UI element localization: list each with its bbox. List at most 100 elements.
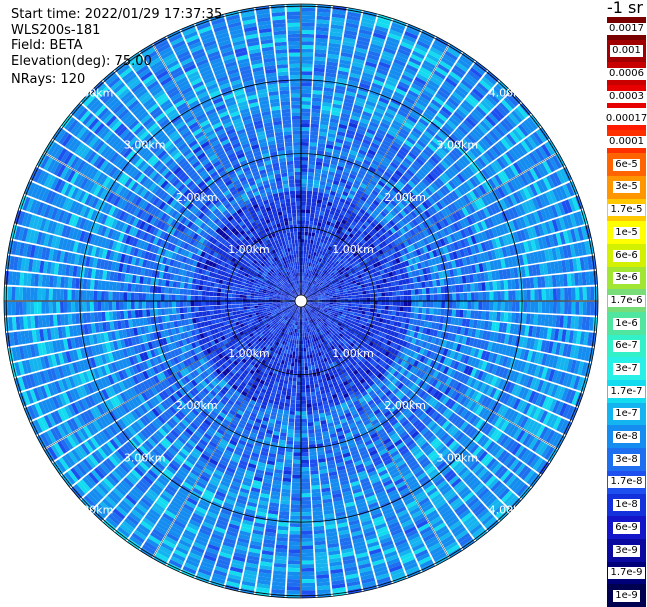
ppi-cell	[341, 448, 350, 455]
ppi-cell	[228, 308, 233, 313]
ppi-cell	[393, 349, 400, 356]
ppi-cell	[382, 338, 389, 345]
ppi-cell	[322, 341, 327, 347]
ppi-cell	[498, 355, 505, 366]
ppi-cell	[478, 407, 487, 418]
ppi-cell	[11, 301, 16, 316]
ppi-cell	[231, 301, 236, 305]
ppi-cell	[362, 307, 367, 312]
ppi-cell	[465, 517, 478, 529]
ppi-cell	[330, 326, 335, 330]
ppi-cell	[220, 288, 225, 293]
ppi-cell	[489, 460, 500, 472]
ppi-cell	[340, 445, 349, 451]
ppi-cell	[397, 403, 406, 411]
ppi-cell	[494, 416, 503, 428]
ppi-cell	[369, 347, 375, 353]
ppi-cell	[403, 397, 411, 406]
ppi-cell	[250, 295, 255, 299]
ppi-cell	[401, 419, 410, 428]
ppi-cell	[315, 352, 319, 358]
ppi-cell	[250, 290, 255, 294]
ppi-cell	[463, 410, 472, 421]
ppi-cell	[157, 293, 161, 301]
ppi-cell	[337, 370, 343, 376]
ppi-cell	[577, 346, 584, 360]
ppi-cell	[205, 306, 210, 311]
ppi-cell	[358, 426, 366, 433]
ppi-cell	[359, 378, 366, 385]
ppi-cell	[353, 324, 358, 329]
ppi-cell	[511, 443, 522, 456]
ppi-cell	[451, 523, 464, 534]
ppi-cell	[287, 579, 301, 584]
ppi-cell	[337, 344, 343, 349]
ppi-cell	[323, 309, 328, 313]
ppi-cell	[491, 321, 497, 332]
ppi-cell	[203, 280, 208, 286]
ppi-cell	[291, 358, 295, 363]
ppi-cell	[425, 465, 436, 475]
ppi-cell	[342, 345, 348, 350]
ppi-cell	[301, 426, 308, 431]
ppi-cell	[377, 401, 385, 409]
ppi-cell	[313, 312, 317, 316]
ppi-cell	[445, 324, 451, 332]
ppi-cell	[443, 357, 450, 366]
ppi-cell	[545, 429, 556, 444]
ppi-cell	[441, 301, 445, 309]
ppi-cell	[506, 424, 516, 436]
ppi-cell	[429, 388, 438, 397]
ppi-cell	[414, 469, 425, 478]
ppi-cell	[306, 302, 311, 303]
ppi-cell	[497, 467, 509, 480]
ppi-cell	[455, 483, 467, 494]
ppi-cell	[395, 400, 403, 408]
ppi-cell	[481, 514, 495, 526]
ppi-cell	[445, 410, 454, 420]
ppi-cell	[522, 402, 532, 415]
ppi-cell	[494, 343, 501, 354]
ppi-cell	[383, 344, 390, 351]
ppi-cell	[367, 470, 378, 478]
ppi-cell	[108, 301, 113, 311]
ppi-cell	[179, 307, 184, 314]
ppi-cell	[500, 452, 511, 464]
ppi-cell	[327, 309, 332, 313]
ppi-cell	[569, 344, 576, 358]
ppi-cell	[347, 303, 352, 307]
ppi-cell	[386, 413, 394, 421]
ppi-cell	[423, 383, 431, 392]
ppi-cell	[328, 371, 334, 377]
ppi-cell	[395, 311, 400, 317]
ppi-cell	[313, 338, 317, 343]
ppi-cell	[487, 477, 499, 490]
ppi-cell	[330, 331, 335, 336]
ppi-cell	[368, 380, 375, 387]
ppi-cell	[337, 315, 342, 319]
ppi-cell	[312, 318, 316, 322]
ppi-cell	[315, 337, 319, 342]
ppi-cell	[290, 519, 301, 524]
ppi-cell	[313, 417, 320, 422]
ppi-cell	[292, 377, 297, 382]
ppi-cell	[246, 298, 251, 301]
ppi-cell	[497, 449, 508, 462]
ppi-cell	[345, 366, 351, 372]
ppi-cell	[265, 297, 270, 300]
ppi-cell	[328, 308, 332, 311]
ppi-cell	[375, 411, 384, 419]
ppi-cell	[164, 301, 169, 308]
ppi-cell	[334, 385, 340, 391]
ppi-cell	[339, 326, 344, 331]
ppi-cell	[409, 358, 416, 366]
ppi-cell	[481, 361, 488, 371]
ppi-cell	[339, 357, 344, 363]
ppi-cell	[310, 319, 314, 323]
ppi-cell	[449, 350, 456, 359]
ppi-cell	[307, 343, 311, 348]
ppi-cell	[378, 318, 384, 323]
ppi-cell	[314, 341, 318, 346]
ppi-cell	[306, 302, 311, 304]
ppi-cell	[15, 301, 20, 316]
